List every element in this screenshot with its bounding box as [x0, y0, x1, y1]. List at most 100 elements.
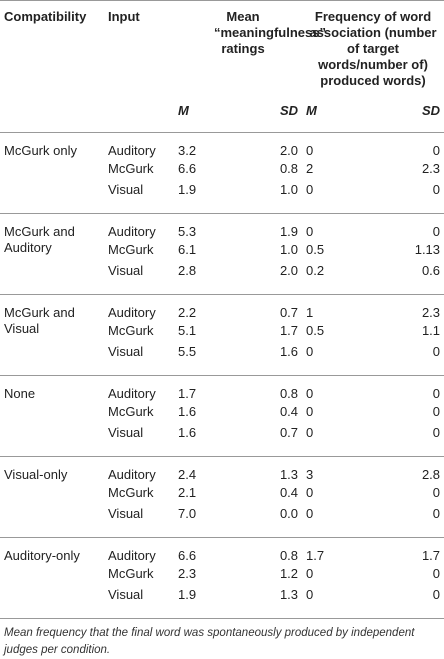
table-cell: 0 [432, 404, 441, 419]
table-cell: 0 [366, 132, 444, 161]
table-cell: Auditory [104, 132, 174, 161]
compatibility-cell: McGurk only [0, 132, 104, 214]
table-row: McGurk only Auditory 3.2 2.0 0 0 [0, 132, 444, 214]
table-cell: McGurk [108, 404, 154, 419]
table-cell: 0 [366, 213, 444, 242]
table-cell: 0 [432, 485, 441, 500]
subheader-cell: M [174, 89, 238, 133]
table-cell: 1.3 [279, 587, 299, 602]
table-row: Visual 5.5 1.6 0 0 [0, 344, 444, 376]
table-cell: McGurk [108, 161, 154, 176]
table-cell: 0 [306, 182, 314, 197]
table-cell: 1.6 [279, 344, 299, 359]
table-cell: 1 [302, 294, 367, 323]
table-cell: 1.9 [178, 182, 197, 197]
table-cell: Visual [108, 425, 144, 440]
table-cell: Visual [108, 587, 144, 602]
table-cell: 0 [302, 213, 367, 242]
table-cell: 1.13 [414, 242, 441, 257]
table-row: McGurk and Auditory Auditory 5.3 1.9 0 0 [0, 213, 444, 295]
table-cell: 0.8 [238, 375, 303, 404]
table-cell: 6.1 [178, 242, 197, 257]
table-cell: 1.7 [279, 323, 299, 338]
compatibility-cell: Visual-only [0, 456, 104, 538]
table-cell: 0 [306, 566, 314, 581]
table-row: Visual 1.9 1.0 0 0 [0, 182, 444, 214]
table-cell: McGurk [108, 566, 154, 581]
table-body: McGurk only Auditory 3.2 2.0 0 0 McGurk 6.6 0.8 2… [0, 132, 444, 618]
table-cell: 0 [306, 425, 314, 440]
table-cell: 1.0 [279, 242, 299, 257]
table-cell: Visual [108, 263, 144, 278]
table-cell: 2.8 [366, 456, 444, 485]
table-cell: 0 [306, 344, 314, 359]
table-cell: 0.5 [306, 323, 325, 338]
table-cell: 0.7 [279, 425, 299, 440]
table-cell: Auditory [104, 375, 174, 404]
compatibility-cell: Auditory-only [0, 537, 104, 618]
table-cell: 0.7 [238, 294, 303, 323]
table-cell: 1.6 [178, 425, 197, 440]
table-cell: 0 [432, 506, 441, 521]
table-cell: 0 [432, 587, 441, 602]
table-row: McGurk 2.1 0.4 0 0 [0, 485, 444, 506]
table-cell: 0.2 [306, 263, 325, 278]
table-cell: 0 [306, 485, 314, 500]
table-cell: 0 [306, 404, 314, 419]
table-row: Auditory-only Auditory 6.6 0.8 1.7 1.7 [0, 537, 444, 618]
table-cell: 0.0 [279, 506, 299, 521]
table-cell: 1.9 [238, 213, 303, 242]
table-cell: 7.0 [178, 506, 197, 521]
header-cell: Frequency of word association (number of… [302, 0, 444, 89]
table-cell: 0.8 [279, 161, 299, 176]
table-row: Visual 1.9 1.3 0 0 [0, 587, 444, 618]
table-row: Visual 7.0 0.0 0 0 [0, 506, 444, 538]
table-cell: 5.5 [178, 344, 197, 359]
table-header: Compatibility Input Mean “meaningfulness… [0, 0, 444, 133]
table-cell: 1.7 [174, 375, 238, 404]
table-cell: 1.9 [178, 587, 197, 602]
table-row: McGurk 6.6 0.8 2 2.3 [0, 161, 444, 182]
table-cell: McGurk [108, 323, 154, 338]
table-cell: 5.1 [178, 323, 197, 338]
table-cell: 0 [432, 182, 441, 197]
table-row: McGurk and Visual Auditory 2.2 0.7 1 2.3 [0, 294, 444, 376]
table-cell: Visual [108, 506, 144, 521]
subheader-cell: SD [238, 89, 303, 133]
table-cell: 1.7 [366, 537, 444, 566]
compatibility-cell: McGurk and Visual [0, 294, 104, 376]
table-cell: 3.2 [174, 132, 238, 161]
table-cell: 0 [302, 132, 367, 161]
table-row: Visual 1.6 0.7 0 0 [0, 425, 444, 457]
data-table: Compatibility Input Mean “meaningfulness… [0, 0, 444, 618]
table-cell: 2.3 [178, 566, 197, 581]
compatibility-cell: McGurk and Auditory [0, 213, 104, 295]
table-cell: 1.1 [421, 323, 441, 338]
table-cell: 2.3 [366, 294, 444, 323]
table-cell: 2.4 [174, 456, 238, 485]
table-cell: 3 [302, 456, 367, 485]
table-cell: 0.4 [279, 485, 299, 500]
table-cell: 1.2 [279, 566, 299, 581]
table-cell: 2.2 [174, 294, 238, 323]
table-cell: 1.0 [279, 182, 299, 197]
table-cell: 0 [306, 506, 314, 521]
footnote: Mean frequency that the final word was s… [0, 618, 444, 659]
table-cell: 5.3 [174, 213, 238, 242]
table-cell: 0 [432, 344, 441, 359]
table-cell: 1.6 [178, 404, 197, 419]
table-row: McGurk 6.1 1.0 0.5 1.13 [0, 242, 444, 263]
table-cell: Auditory [104, 294, 174, 323]
subheader-cell: SD [366, 89, 444, 133]
table-cell: 0 [432, 566, 441, 581]
table-cell: Auditory [104, 456, 174, 485]
table-cell: Visual [108, 182, 144, 197]
table-row: Visual-only Auditory 2.4 1.3 3 2.8 [0, 456, 444, 538]
table-cell: 1.3 [238, 456, 303, 485]
table-cell: 0 [306, 587, 314, 602]
table-cell: 2.1 [178, 485, 197, 500]
table-cell: Visual [108, 344, 144, 359]
table-cell: 6.6 [178, 161, 197, 176]
table-cell: 2.3 [421, 161, 441, 176]
